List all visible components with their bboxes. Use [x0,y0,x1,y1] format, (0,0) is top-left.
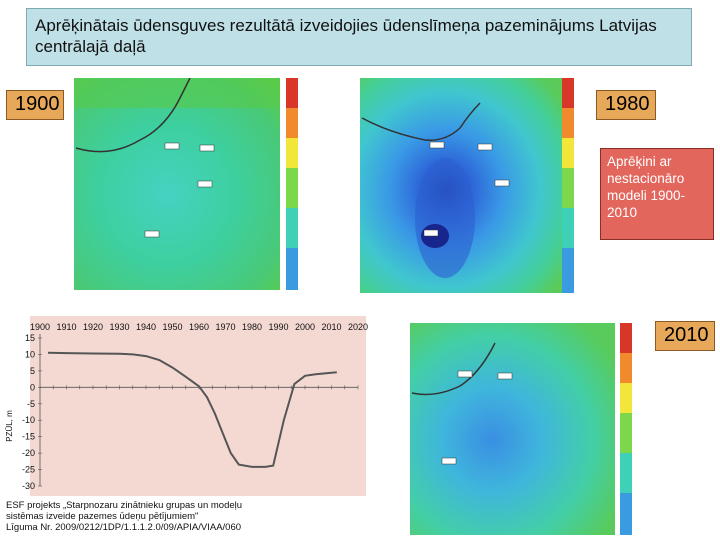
footer-line-2: sistēmas izveide pazemes ūdeņu pētījumie… [6,511,199,522]
map-2010 [370,318,645,540]
x-tick-label: 1910 [56,322,76,332]
map-1980 [330,78,600,303]
contour-map-2010 [410,323,632,535]
footer: ESF projekts „Starpnozaru zinātnieku gru… [6,500,366,533]
drawdown-chart: 1900 1910 1920 1930 1940 1950 1960 1970 1980 1990… [0,312,372,498]
x-tick-label: 2010 [321,322,341,332]
y-tick-label: 5 [30,366,35,376]
chart-plot-area [30,316,366,496]
y-tick-label: -15 [22,432,35,442]
x-tick-label: 1990 [268,322,288,332]
footer-line-3: Līguma Nr. 2009/0212/1DP/1.1.1.2.0/09/AP… [6,522,242,533]
x-tick-label: 1940 [136,322,156,332]
y-tick-label: -10 [22,415,35,425]
label-2010: 2010 [655,321,715,351]
y-tick-label: -5 [27,399,35,409]
x-tick-label: 1960 [189,322,209,332]
y-tick-label: -30 [22,481,35,491]
x-tick-label: 2020 [348,322,368,332]
x-tick-label: 1950 [162,322,182,332]
x-tick-label: 1970 [215,322,235,332]
y-tick-label: 0 [30,382,35,392]
y-tick-label: -25 [22,465,35,475]
model-note: Aprēķini ar nestacionāro modeli 1900-201… [600,148,714,240]
x-tick-label: 1980 [242,322,262,332]
contour-map-1980 [360,78,574,293]
x-tick-label: 1920 [83,322,103,332]
drawdown-chart-svg: 1900 1910 1920 1930 1940 1950 1960 1970 1980 1990… [5,316,368,496]
y-tick-label: 15 [25,333,35,343]
y-tick-label: 10 [25,349,35,359]
x-tick-label: 1930 [109,322,129,332]
x-tick-label: 1900 [30,322,50,332]
label-1900: 1900 [6,90,64,120]
footer-line-1: ESF projekts „Starpnozaru zinātnieku gru… [6,500,243,511]
series-line-drawdown [47,351,337,468]
x-tick-label: 2000 [295,322,315,332]
contour-map-1900 [74,78,298,290]
y-axis-label: PZŪL, m [5,410,14,442]
page-title: Aprēķinātais ūdensguves rezultātā izveid… [26,8,692,66]
map-1900 [40,78,340,303]
y-tick-label: -20 [22,448,35,458]
label-1980: 1980 [596,90,656,120]
